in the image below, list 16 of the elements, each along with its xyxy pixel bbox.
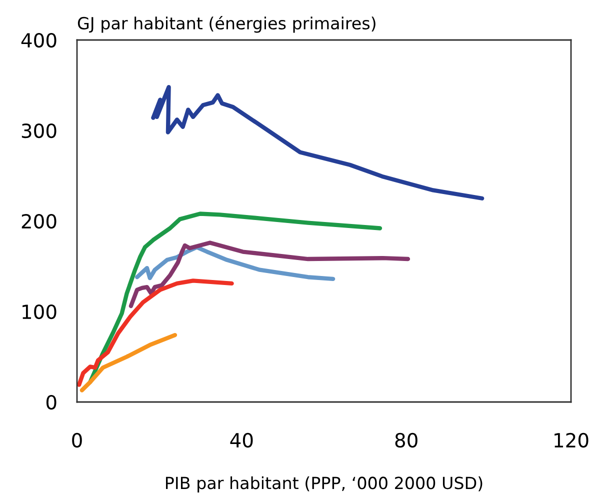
x-tick-label: 0 (72, 432, 82, 448)
x-tick-label: 120 (554, 432, 588, 448)
y-axis-title: GJ par habitant (énergies primaires) (78, 16, 376, 33)
x-tick-label: 40 (230, 432, 253, 448)
line-series (80, 332, 178, 392)
line-series (128, 240, 410, 308)
y-tick-label: 200 (22, 214, 56, 229)
line-series (77, 278, 234, 387)
y-tick-label: 0 (46, 394, 56, 410)
y-tick-label: 400 (21, 32, 56, 48)
line-series (151, 84, 484, 200)
line-series (135, 245, 336, 282)
y-tick-label: 100 (22, 304, 56, 320)
x-tick-label: 80 (395, 432, 418, 448)
y-tick-label: 300 (22, 123, 56, 138)
x-axis-title: PIB par habitant (PPP, ‘000 2000 USD) (166, 476, 482, 493)
